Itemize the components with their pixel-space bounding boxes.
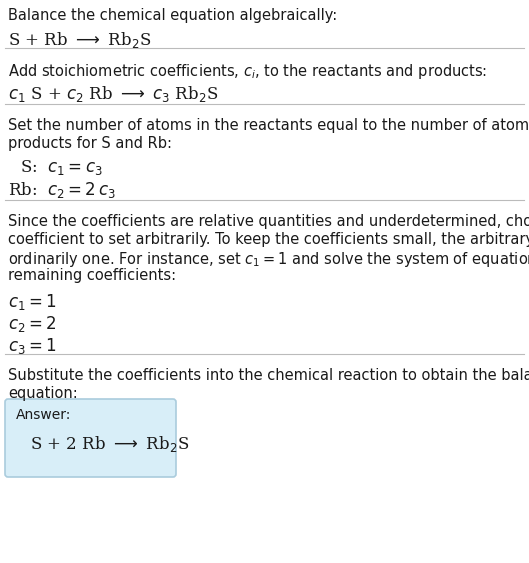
Text: S + 2 Rb $\longrightarrow$ Rb$_2$S: S + 2 Rb $\longrightarrow$ Rb$_2$S bbox=[30, 434, 189, 454]
Text: products for S and Rb:: products for S and Rb: bbox=[8, 136, 172, 151]
Text: coefficient to set arbitrarily. To keep the coefficients small, the arbitrary va: coefficient to set arbitrarily. To keep … bbox=[8, 232, 529, 247]
Text: Substitute the coefficients into the chemical reaction to obtain the balanced: Substitute the coefficients into the che… bbox=[8, 368, 529, 383]
Text: S + Rb $\longrightarrow$ Rb$_2$S: S + Rb $\longrightarrow$ Rb$_2$S bbox=[8, 30, 151, 50]
Text: S:  $c_1 = c_3$: S: $c_1 = c_3$ bbox=[20, 158, 103, 177]
Text: Rb:  $c_2 = 2\,c_3$: Rb: $c_2 = 2\,c_3$ bbox=[8, 180, 116, 200]
Text: $c_1$ S + $c_2$ Rb $\longrightarrow$ $c_3$ Rb$_2$S: $c_1$ S + $c_2$ Rb $\longrightarrow$ $c_… bbox=[8, 84, 218, 104]
Text: Answer:: Answer: bbox=[16, 408, 71, 422]
Text: $c_1 = 1$: $c_1 = 1$ bbox=[8, 292, 57, 312]
Text: $c_2 = 2$: $c_2 = 2$ bbox=[8, 314, 57, 334]
FancyBboxPatch shape bbox=[5, 399, 176, 477]
Text: Add stoichiometric coefficients, $c_i$, to the reactants and products:: Add stoichiometric coefficients, $c_i$, … bbox=[8, 62, 487, 81]
Text: ordinarily one. For instance, set $c_1 = 1$ and solve the system of equations fo: ordinarily one. For instance, set $c_1 =… bbox=[8, 250, 529, 269]
Text: Since the coefficients are relative quantities and underdetermined, choose a: Since the coefficients are relative quan… bbox=[8, 214, 529, 229]
Text: $c_3 = 1$: $c_3 = 1$ bbox=[8, 336, 57, 356]
Text: remaining coefficients:: remaining coefficients: bbox=[8, 268, 176, 283]
Text: equation:: equation: bbox=[8, 386, 78, 401]
Text: Balance the chemical equation algebraically:: Balance the chemical equation algebraica… bbox=[8, 8, 338, 23]
Text: Set the number of atoms in the reactants equal to the number of atoms in the: Set the number of atoms in the reactants… bbox=[8, 118, 529, 133]
